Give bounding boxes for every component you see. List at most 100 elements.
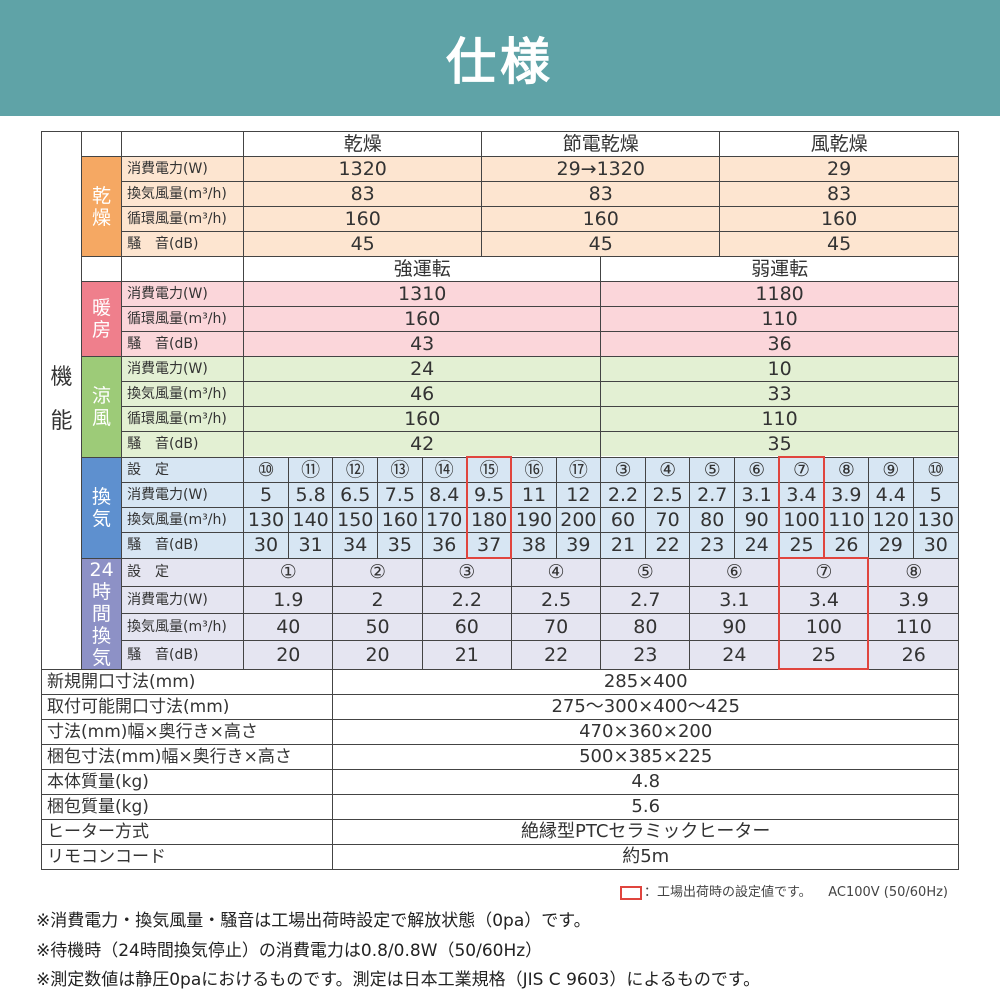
value-cell: 6.5 — [332, 482, 379, 508]
value-cell: 3.1 — [734, 482, 780, 508]
row-label: 換気風量(m³/h) — [121, 507, 245, 533]
category-ventilation_24h-text: 24時間換気 — [89, 558, 114, 669]
mode-header: 強運転 — [243, 256, 602, 282]
table-row: 換気風量(m³/h) 130 140 150 160 170 180 190 200 60 70 80… — [42, 507, 960, 533]
value-cell: ④ — [510, 557, 602, 587]
value-cell: 80 — [600, 612, 691, 642]
table-row: 梱包質量(kg) 5.6 — [40, 794, 959, 820]
table-row: 騒 音(dB) 43 36 — [42, 331, 959, 357]
value-cell: 90 — [689, 612, 780, 642]
value-cell: 22 — [644, 532, 691, 559]
row-label: 騒 音(dB) — [121, 231, 245, 257]
value-cell: ③ — [600, 456, 646, 483]
value-cell: 170 — [421, 507, 468, 533]
value-cell: 90 — [734, 507, 780, 533]
spec-label: リモコンコード — [40, 844, 334, 870]
table-row: 換気風量(m³/h) 46 33 — [42, 381, 959, 407]
category-drying: 乾燥 — [81, 156, 123, 257]
blank-cell — [81, 256, 123, 282]
value-cell: ⑨ — [867, 456, 914, 483]
legend: ：工場出荷時の設定値です。 AC100V (50/60Hz) — [619, 881, 948, 900]
value-cell: 3.4 — [778, 585, 870, 614]
value-cell: 1180 — [600, 281, 959, 307]
value-cell: 35 — [600, 431, 959, 458]
value-cell: ⑧ — [823, 456, 869, 483]
category-drying-text: 乾燥 — [92, 184, 112, 229]
value-cell: 3.4 — [778, 482, 825, 508]
value-cell: ④ — [644, 456, 691, 483]
value-cell: ⑩ — [243, 456, 289, 483]
category-ventilation_24h: 24時間換気 — [81, 557, 123, 670]
table-row: 騒 音(dB) 30 31 34 35 36 37 38 39 21 22 23 24 25 26 29 30 — [42, 532, 960, 559]
value-cell: ⑩ — [912, 456, 960, 483]
table-row: 新規開口寸法(mm) 285×400 — [40, 668, 959, 695]
value-cell: 3.1 — [689, 585, 780, 614]
value-cell: ⑭ — [421, 456, 468, 483]
value-cell: 83 — [481, 181, 721, 207]
value-cell: 43 — [243, 331, 602, 357]
value-cell: ⑰ — [555, 456, 602, 483]
value-cell: 30 — [912, 532, 960, 559]
value-cell: ⑯ — [510, 456, 557, 483]
value-cell: 30 — [243, 532, 289, 559]
value-cell: 120 — [867, 507, 914, 533]
value-cell: 160 — [243, 406, 602, 432]
value-cell: 70 — [644, 507, 691, 533]
value-cell: 45 — [719, 231, 959, 257]
table-row: 循環風量(m³/h) 160 110 — [42, 406, 959, 432]
value-cell: 34 — [332, 532, 379, 559]
mode-header: 節電乾燥 — [481, 131, 721, 157]
value-cell: ⑧ — [867, 557, 960, 587]
row-label: 騒 音(dB) — [121, 640, 245, 670]
value-cell: 39 — [555, 532, 602, 559]
value-cell: 140 — [287, 507, 334, 533]
table-row: 暖房 消費電力(W) 1310 1180 — [42, 281, 959, 357]
category-cooling-text: 涼風 — [92, 384, 112, 429]
row-label: 換気風量(m³/h) — [121, 381, 245, 407]
value-cell: 5 — [243, 482, 289, 508]
value-cell: 2.2 — [421, 585, 512, 614]
value-cell: ② — [332, 557, 423, 587]
value-cell: 42 — [243, 431, 602, 458]
table-row: 換気風量(m³/h) 40 50 60 70 80 90 100 110 — [42, 612, 960, 642]
value-cell: 25 — [778, 640, 870, 671]
value-cell: 4.4 — [867, 482, 914, 508]
value-cell: 70 — [510, 612, 602, 642]
value-cell: 2.5 — [510, 585, 602, 614]
row-label: 消費電力(W) — [121, 482, 245, 508]
value-cell: 35 — [377, 532, 423, 559]
blank-cell — [121, 131, 245, 157]
value-cell: 25 — [778, 532, 825, 559]
value-cell: 2.7 — [689, 482, 736, 508]
table-row: 消費電力(W) 1.9 2 2.2 2.5 2.7 3.1 3.4 3.9 — [42, 585, 960, 614]
category-ventilation-text: 換気 — [92, 485, 112, 530]
blank-cell — [81, 131, 123, 157]
table-row: 循環風量(m³/h) 160 110 — [42, 306, 959, 332]
row-label: 設 定 — [121, 557, 245, 587]
value-cell: 160 — [243, 206, 483, 232]
row-label: 循環風量(m³/h) — [121, 206, 245, 232]
table-row: 寸法(mm)幅×奥行き×高さ 470×360×200 — [40, 719, 959, 745]
value-cell: ⑦ — [778, 456, 825, 483]
value-cell: 20 — [243, 640, 334, 670]
value-cell: 110 — [600, 306, 959, 332]
spec-table: 機能 乾燥 節電乾燥 風乾燥 乾燥 消費電力(W) 1320 29→1320 29 換気風量(m³… — [40, 131, 960, 870]
spec-label: ヒーター方式 — [40, 819, 334, 845]
value-cell: 46 — [243, 381, 602, 407]
value-cell: 9.5 — [465, 482, 513, 508]
spec-value: 275〜300×400〜425 — [332, 694, 959, 720]
mode-header: 乾燥 — [243, 131, 483, 157]
value-cell: 36 — [421, 532, 468, 559]
value-cell: 1320 — [243, 156, 483, 182]
spec-value: 絶縁型PTCセラミックヒーター — [332, 819, 959, 845]
value-cell: 21 — [600, 532, 646, 559]
value-cell: 150 — [332, 507, 379, 533]
value-cell: ⑮ — [465, 456, 513, 483]
table-row: ヒーター方式 絶縁型PTCセラミックヒーター — [40, 819, 959, 845]
value-cell: 38 — [510, 532, 557, 559]
table-row: 騒 音(dB) 45 45 45 — [42, 231, 959, 257]
value-cell: ① — [243, 557, 334, 587]
row-label: 消費電力(W) — [121, 585, 245, 614]
